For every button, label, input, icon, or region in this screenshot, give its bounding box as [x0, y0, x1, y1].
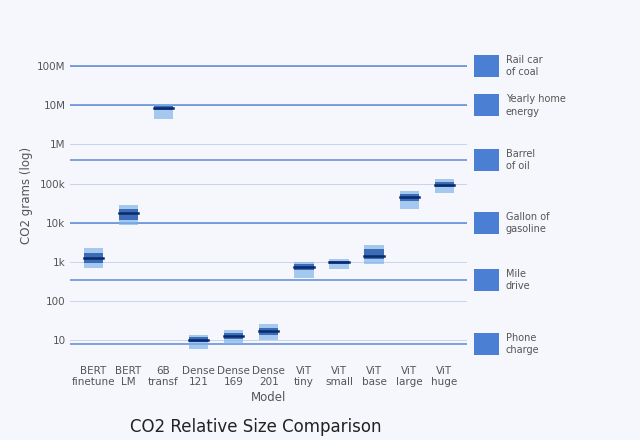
- Text: CO2 Relative Size Comparison: CO2 Relative Size Comparison: [131, 418, 381, 436]
- Bar: [435, 180, 454, 193]
- Bar: [399, 194, 419, 201]
- Bar: [294, 264, 314, 270]
- Bar: [365, 245, 384, 264]
- Bar: [224, 334, 243, 339]
- Bar: [154, 106, 173, 110]
- Bar: [330, 260, 349, 264]
- Bar: [84, 248, 103, 268]
- Text: Mile
drive: Mile drive: [506, 269, 530, 291]
- Text: Rail car
of coal: Rail car of coal: [506, 55, 542, 77]
- Text: Barrel
of oil: Barrel of oil: [506, 149, 535, 171]
- Bar: [365, 249, 384, 259]
- Bar: [435, 182, 454, 187]
- Bar: [399, 191, 419, 209]
- Bar: [259, 328, 278, 334]
- Bar: [189, 334, 208, 349]
- Bar: [84, 253, 103, 263]
- Bar: [294, 262, 314, 279]
- Bar: [118, 209, 138, 220]
- X-axis label: Model: Model: [251, 392, 287, 404]
- Text: Yearly home
energy: Yearly home energy: [506, 94, 566, 117]
- Bar: [154, 104, 173, 119]
- Y-axis label: CO2 grams (log): CO2 grams (log): [20, 147, 33, 244]
- Text: Phone
charge: Phone charge: [506, 333, 540, 356]
- Bar: [259, 324, 278, 340]
- Bar: [118, 205, 138, 224]
- Bar: [224, 330, 243, 344]
- Bar: [189, 337, 208, 342]
- Text: Gallon of
gasoline: Gallon of gasoline: [506, 212, 549, 234]
- Bar: [330, 259, 349, 269]
